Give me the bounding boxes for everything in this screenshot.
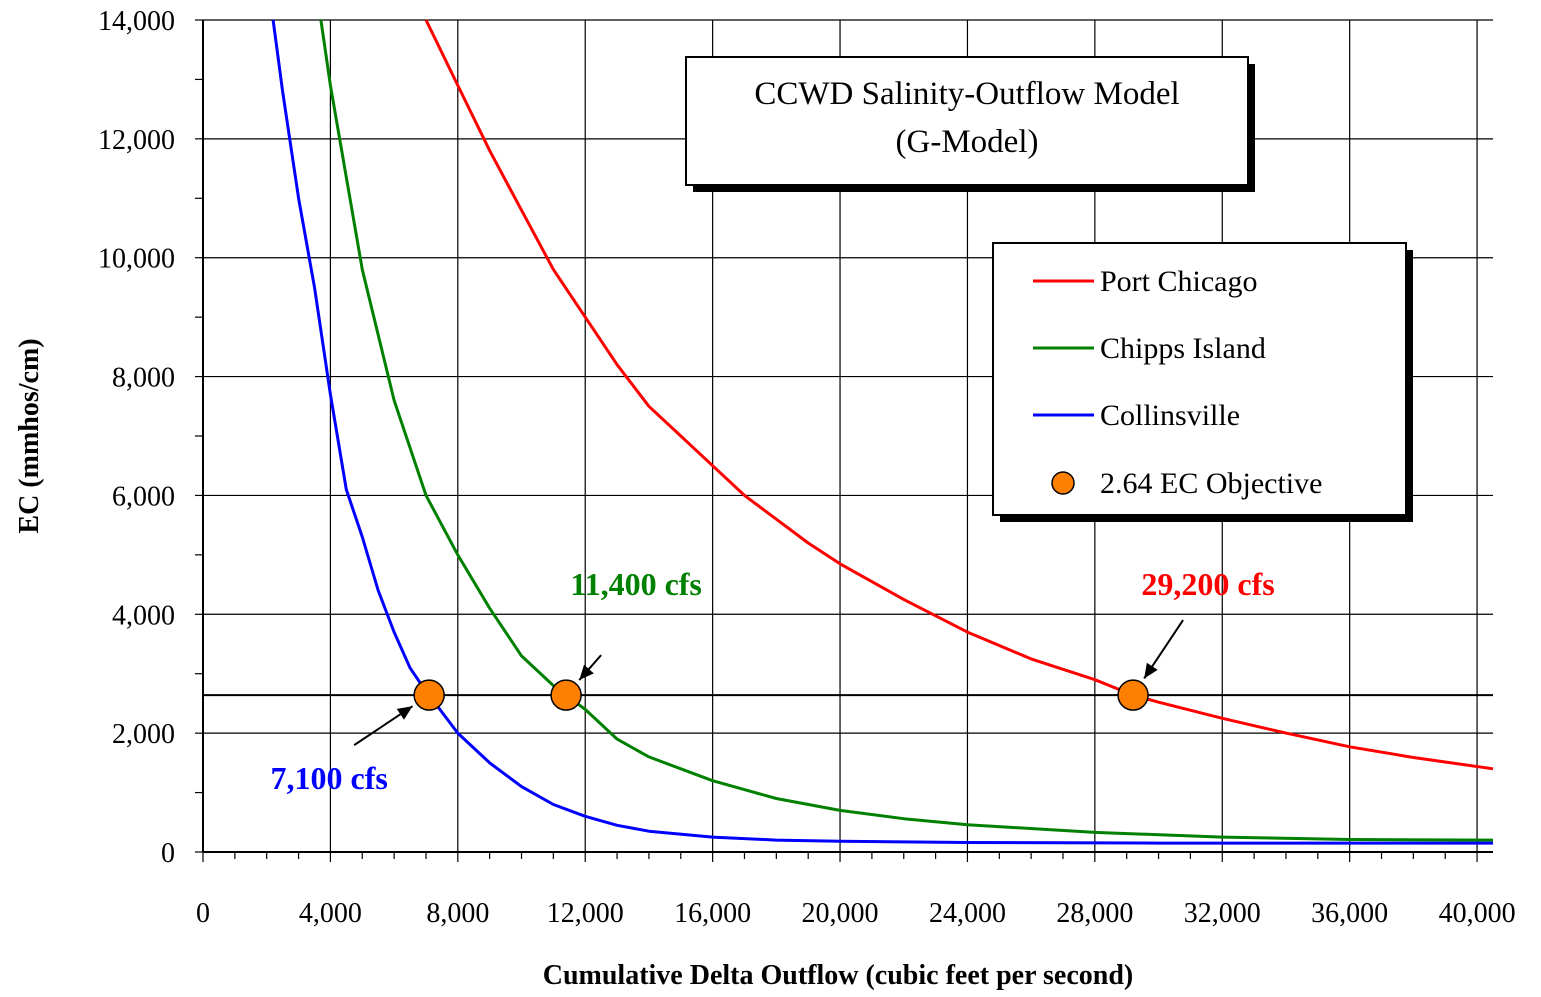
y-tick-label: 8,000: [112, 363, 175, 394]
x-tick-label: 40,000: [1439, 898, 1516, 929]
annotation-arrowhead: [1144, 662, 1158, 679]
objective-marker: [1117, 679, 1149, 711]
x-tick-label: 36,000: [1311, 898, 1388, 929]
legend-label-port-chicago: Port Chicago: [1100, 265, 1258, 298]
x-tick-label: 28,000: [1056, 898, 1133, 929]
legend: Port Chicago Chipps Island Collinsville …: [992, 242, 1413, 522]
axes: 0 4,000 8,000 12,000 16,000 20,000 24,000 28,00…: [98, 6, 1516, 929]
y-tick-label: 12,000: [98, 125, 175, 156]
x-axis-title: Cumulative Delta Outflow (cubic feet per…: [543, 960, 1134, 991]
legend-label-chipps-island: Chipps Island: [1100, 332, 1266, 365]
x-tick-label: 32,000: [1184, 898, 1261, 929]
x-tick-label: 24,000: [929, 898, 1006, 929]
series-group: [271, 19, 1494, 845]
annotation-arrowhead: [579, 664, 594, 681]
x-tick-label: 8,000: [426, 898, 489, 929]
y-tick-label: 6,000: [112, 481, 175, 512]
y-tick-label: 0: [161, 838, 175, 869]
y-axis-title: EC (mmhos/cm): [14, 338, 45, 533]
y-tick-label: 2,000: [112, 719, 175, 750]
x-tick-label: 0: [196, 898, 210, 929]
series-line-collinsville: [271, 19, 1493, 845]
x-tick-label: 16,000: [674, 898, 751, 929]
annotation-label: 7,100 cfs: [270, 760, 387, 796]
legend-label-collinsville: Collinsville: [1100, 399, 1240, 432]
title-box: CCWD Salinity-Outflow Model (G-Model): [685, 56, 1255, 192]
series-line-chipps-island: [319, 19, 1494, 842]
legend-marker-objective: [1051, 471, 1075, 495]
objective-marker: [413, 679, 445, 711]
chart-subtitle: (G-Model): [896, 124, 1039, 160]
annotation-arrowhead: [396, 706, 413, 720]
objective-marker: [550, 679, 582, 711]
x-tick-label: 20,000: [802, 898, 879, 929]
annotation-label: 11,400 cfs: [570, 566, 702, 602]
objective-markers: [413, 679, 1149, 711]
y-tick-label: 10,000: [98, 244, 175, 275]
annotation-label: 29,200 cfs: [1141, 566, 1274, 602]
y-tick-label: 14,000: [98, 6, 175, 37]
chart-title: CCWD Salinity-Outflow Model: [754, 76, 1179, 112]
x-tick-label: 12,000: [547, 898, 624, 929]
y-tick-label: 4,000: [112, 600, 175, 631]
legend-label-objective: 2.64 EC Objective: [1100, 467, 1322, 500]
x-tick-label: 4,000: [299, 898, 362, 929]
annotations: 7,100 cfs 11,400 cfs 29,200 cfs: [270, 566, 1274, 796]
series-line-port-chicago: [424, 19, 1494, 771]
